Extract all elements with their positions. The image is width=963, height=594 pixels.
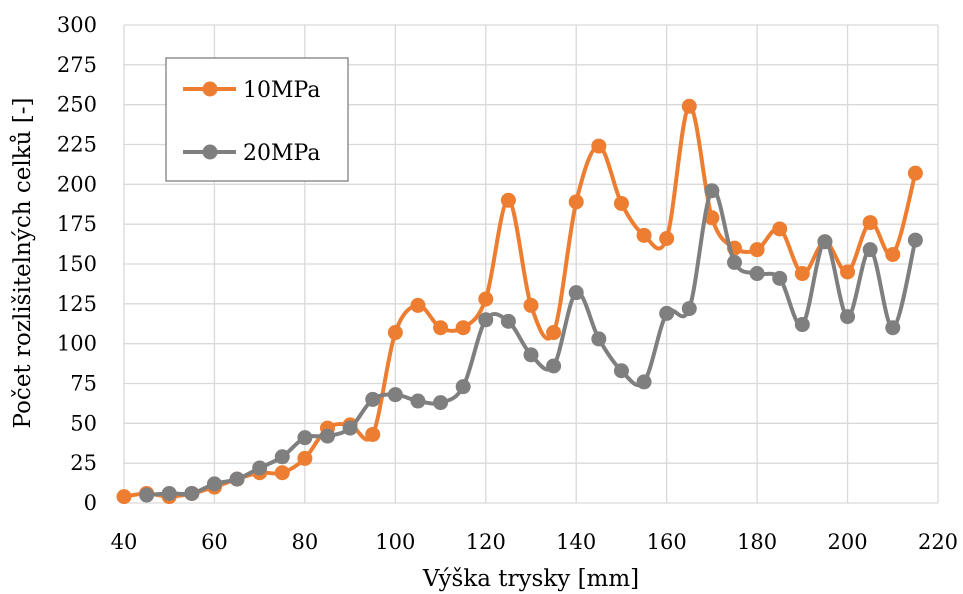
y-tick-label: 75 [70,372,97,396]
data-point-20mpa [433,395,449,411]
x-tick-label: 60 [201,530,228,554]
data-point-10mpa [704,210,720,226]
data-point-20mpa [681,301,697,317]
data-point-10mpa [613,195,629,211]
data-point-10mpa [478,291,494,307]
y-tick-label: 300 [57,13,97,37]
data-point-20mpa [455,379,471,395]
data-point-10mpa [885,246,901,262]
x-tick-label: 100 [375,530,415,554]
x-tick-label: 220 [918,530,958,554]
series-line-20mpa [146,188,918,498]
y-axis-title: Počet rozlišitelných celků [-] [9,98,36,429]
y-tick-label: 200 [57,172,97,196]
data-point-10mpa [794,266,810,282]
data-point-10mpa [591,138,607,154]
x-tick-label: 160 [647,530,687,554]
data-point-20mpa [659,305,675,321]
data-point-10mpa [659,231,675,247]
data-point-20mpa [613,363,629,379]
x-tick-label: 80 [292,530,319,554]
y-tick-label: 25 [70,451,97,475]
data-point-20mpa [252,460,268,476]
data-point-20mpa [274,449,290,465]
data-point-10mpa [455,320,471,336]
y-tick-label: 50 [70,411,97,435]
data-point-10mpa [365,426,381,442]
data-point-10mpa [297,450,313,466]
legend-label-20mpa: 20MPa [243,141,320,166]
data-point-20mpa [727,254,742,270]
y-tick-label: 275 [57,53,97,77]
data-point-10mpa [772,221,788,237]
x-axis-title: Výška trysky [mm] [422,566,639,592]
y-tick-label: 0 [84,491,97,515]
data-point-10mpa [681,98,697,114]
data-point-10mpa [862,215,878,231]
legend-label-10mpa: 10MPa [243,78,320,103]
data-point-20mpa [794,317,810,333]
y-tick-label: 250 [57,93,97,117]
data-point-20mpa [772,270,788,286]
data-point-10mpa [749,242,765,258]
data-point-20mpa [862,242,878,258]
data-point-20mpa [139,487,155,503]
data-point-20mpa [749,266,765,282]
series-layer [116,98,923,505]
data-point-20mpa [636,374,652,390]
y-tick-label: 125 [57,292,97,316]
x-tick-label: 140 [556,530,596,554]
x-tick-label: 200 [828,530,868,554]
data-point-10mpa [636,227,652,243]
legend-marker-10mpa [202,81,218,97]
data-point-10mpa [433,320,449,336]
data-point-20mpa [161,485,177,501]
data-point-20mpa [546,358,562,374]
data-point-20mpa [885,320,901,336]
data-point-20mpa [568,285,584,301]
data-point-20mpa [342,420,358,436]
data-point-20mpa [500,313,516,329]
legend-marker-20mpa [202,144,218,160]
x-tick-label: 40 [111,530,138,554]
data-point-20mpa [320,428,335,444]
data-point-10mpa [523,297,539,313]
data-point-20mpa [840,309,856,325]
data-point-10mpa [410,297,426,313]
data-point-20mpa [478,312,494,328]
y-tick-label: 175 [57,212,97,236]
data-point-20mpa [817,234,833,250]
y-tick-label: 100 [57,332,97,356]
data-point-10mpa [500,192,516,208]
data-point-20mpa [229,471,245,487]
data-point-10mpa [907,165,923,181]
x-tick-labels: 40 60 80 100 120 140 160 180 200 220 [111,530,958,554]
data-point-10mpa [546,325,562,341]
data-point-20mpa [907,232,923,248]
data-point-20mpa [591,331,607,347]
data-point-20mpa [410,393,426,409]
y-tick-label: 225 [57,133,97,157]
data-point-10mpa [387,325,403,341]
data-point-10mpa [840,264,856,280]
y-tick-label: 150 [57,252,97,276]
data-point-10mpa [274,465,290,481]
data-point-20mpa [365,391,381,407]
y-tick-labels: 0 25 50 75 100 125 150 175 200 225 250 275 300 [57,13,97,515]
data-point-20mpa [387,387,403,403]
legend-box [165,57,349,182]
data-point-10mpa [568,194,584,210]
legend: 10MPa 20MPa [165,57,349,182]
data-point-20mpa [297,430,313,446]
x-tick-label: 180 [737,530,777,554]
data-point-20mpa [206,476,222,492]
data-point-20mpa [704,183,720,199]
series-20mpa [139,183,923,503]
data-point-20mpa [523,347,539,363]
x-tick-label: 120 [466,530,506,554]
data-point-20mpa [184,485,200,501]
data-point-10mpa [116,489,132,505]
